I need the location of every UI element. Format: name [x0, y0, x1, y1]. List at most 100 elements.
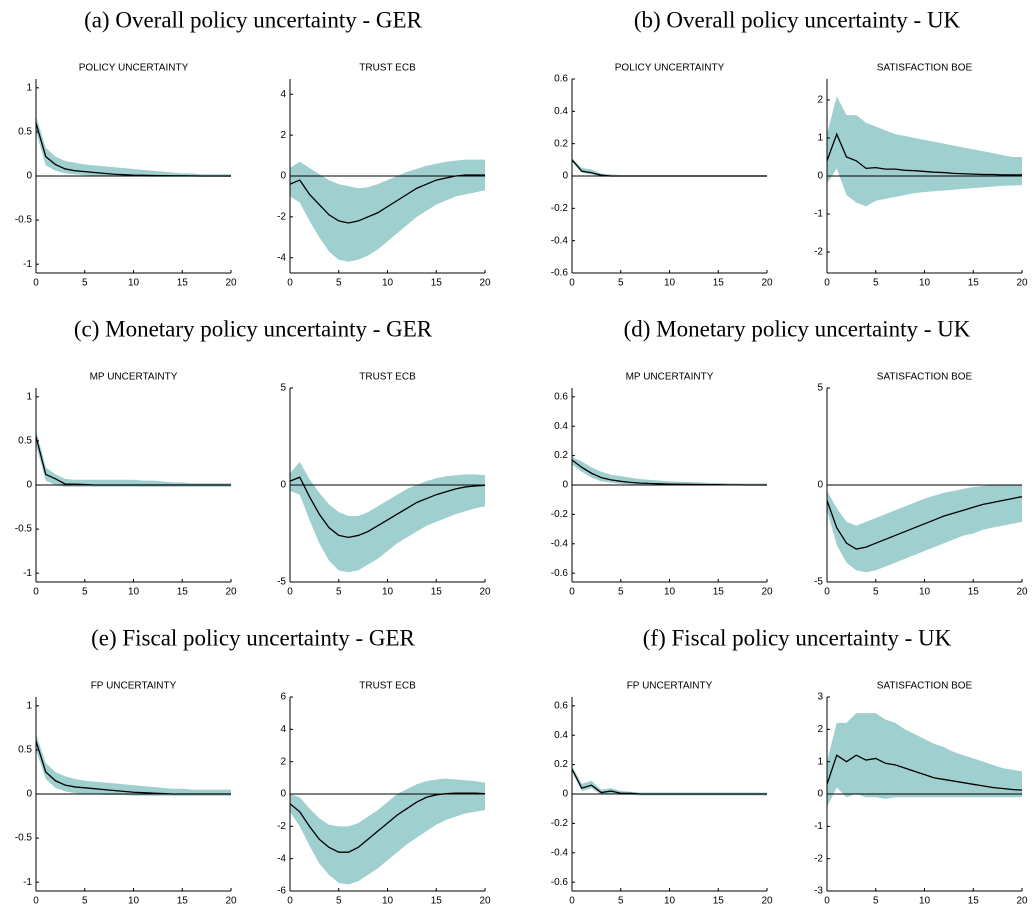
x-tick-label: 15 — [713, 587, 725, 598]
x-tick-label: 5 — [873, 587, 879, 598]
x-tick-label: 5 — [336, 587, 342, 598]
x-tick-label: 20 — [1016, 278, 1028, 289]
y-tick-label: 0.4 — [554, 106, 568, 117]
x-tick-label: 20 — [225, 278, 237, 289]
y-tick-label: -3 — [814, 886, 823, 897]
y-tick-label: 4 — [280, 89, 286, 100]
y-tick-label: 1 — [817, 133, 823, 144]
x-tick-label: 20 — [761, 896, 773, 907]
response-line — [826, 754, 1023, 791]
response-line — [826, 132, 1022, 176]
y-tick-label: 0.4 — [554, 730, 568, 741]
subplot-title: SATISFACTION BOE — [877, 63, 973, 74]
y-tick-label: 0 — [280, 480, 286, 491]
response-line — [571, 768, 767, 795]
confidence-band — [572, 766, 767, 796]
x-tick-label: 0 — [33, 896, 39, 907]
y-tick-label: 2 — [280, 756, 286, 767]
panel-caption: (e) Fiscal policy uncertainty - GER — [91, 625, 415, 650]
subplot-title: TRUST ECB — [359, 372, 416, 383]
x-tick-label: 10 — [919, 587, 931, 598]
y-tick-label: 0 — [26, 171, 32, 182]
panel-caption: (c) Monetary policy uncertainty - GER — [74, 316, 433, 341]
y-tick-label: 6 — [280, 692, 286, 703]
x-tick-label: 20 — [761, 587, 773, 598]
subplot-title: FP UNCERTAINTY — [627, 681, 713, 692]
y-tick-label: 0 — [280, 789, 286, 800]
y-tick-label: 1 — [26, 82, 32, 93]
y-tick-label: -0.4 — [551, 538, 569, 549]
confidence-band — [827, 96, 1022, 207]
x-tick-label: 15 — [713, 896, 725, 907]
y-tick-label: 0.5 — [18, 745, 32, 756]
subplot-title: TRUST ECB — [359, 63, 416, 74]
x-tick-label: 0 — [824, 587, 830, 598]
x-tick-label: 10 — [664, 587, 676, 598]
x-tick-label: 15 — [431, 278, 443, 289]
y-tick-label: -2 — [277, 211, 286, 222]
x-tick-label: 15 — [713, 278, 725, 289]
x-tick-label: 20 — [479, 587, 491, 598]
x-tick-label: 0 — [287, 896, 293, 907]
confidence-band — [36, 430, 231, 487]
confidence-band — [827, 485, 1022, 573]
response-line — [289, 174, 485, 224]
x-tick-label: 5 — [82, 278, 88, 289]
response-line — [289, 476, 486, 539]
x-tick-label: 20 — [479, 896, 491, 907]
y-tick-label: 3 — [817, 692, 823, 703]
subplot-title: POLICY UNCERTAINTY — [615, 63, 725, 74]
subplot-title: MP UNCERTAINTY — [90, 372, 178, 383]
response-line — [571, 459, 767, 486]
x-tick-label: 5 — [618, 587, 624, 598]
x-tick-label: 10 — [128, 587, 140, 598]
x-tick-label: 0 — [824, 278, 830, 289]
y-tick-label: -1 — [23, 568, 32, 579]
x-tick-label: 10 — [919, 278, 931, 289]
x-tick-label: 0 — [33, 278, 39, 289]
y-tick-label: -0.2 — [551, 818, 569, 829]
y-tick-label: 0.4 — [554, 421, 568, 432]
y-tick-label: 0.2 — [554, 138, 568, 149]
y-tick-label: -0.2 — [551, 203, 569, 214]
x-tick-label: 0 — [569, 278, 575, 289]
x-tick-label: 10 — [128, 278, 140, 289]
x-tick-label: 15 — [177, 896, 189, 907]
y-tick-label: -1 — [23, 259, 32, 270]
x-tick-label: 10 — [128, 896, 140, 907]
y-tick-label: 2 — [817, 95, 823, 106]
x-tick-label: 0 — [33, 587, 39, 598]
subplot-title: SATISFACTION BOE — [877, 372, 973, 383]
y-tick-label: 0 — [562, 789, 568, 800]
x-tick-label: 10 — [382, 278, 394, 289]
x-tick-label: 15 — [968, 587, 980, 598]
x-tick-label: 5 — [82, 896, 88, 907]
y-tick-label: -0.2 — [551, 509, 569, 520]
x-tick-label: 10 — [382, 896, 394, 907]
subplot-title: MP UNCERTAINTY — [626, 372, 714, 383]
response-line — [35, 436, 231, 486]
y-tick-label: -4 — [277, 252, 286, 263]
y-tick-label: -0.5 — [15, 215, 33, 226]
x-tick-label: 20 — [761, 278, 773, 289]
y-tick-label: -1 — [814, 209, 823, 220]
x-tick-label: 0 — [824, 896, 830, 907]
subplot-title: POLICY UNCERTAINTY — [79, 63, 189, 74]
x-tick-label: 10 — [664, 896, 676, 907]
y-tick-label: -1 — [23, 877, 32, 888]
confidence-band — [36, 734, 231, 796]
y-tick-label: -5 — [277, 577, 286, 588]
y-tick-label: 1 — [817, 756, 823, 767]
x-tick-label: 15 — [431, 587, 443, 598]
y-tick-label: 0 — [26, 789, 32, 800]
y-tick-label: -0.5 — [15, 524, 33, 535]
y-tick-label: 1 — [26, 700, 32, 711]
x-tick-label: 20 — [479, 278, 491, 289]
x-tick-label: 0 — [569, 896, 575, 907]
y-tick-label: 0 — [817, 171, 823, 182]
x-tick-label: 15 — [177, 587, 189, 598]
y-tick-label: -6 — [277, 886, 286, 897]
x-tick-label: 5 — [336, 278, 342, 289]
y-tick-label: -5 — [814, 577, 823, 588]
y-tick-label: 4 — [280, 724, 286, 735]
